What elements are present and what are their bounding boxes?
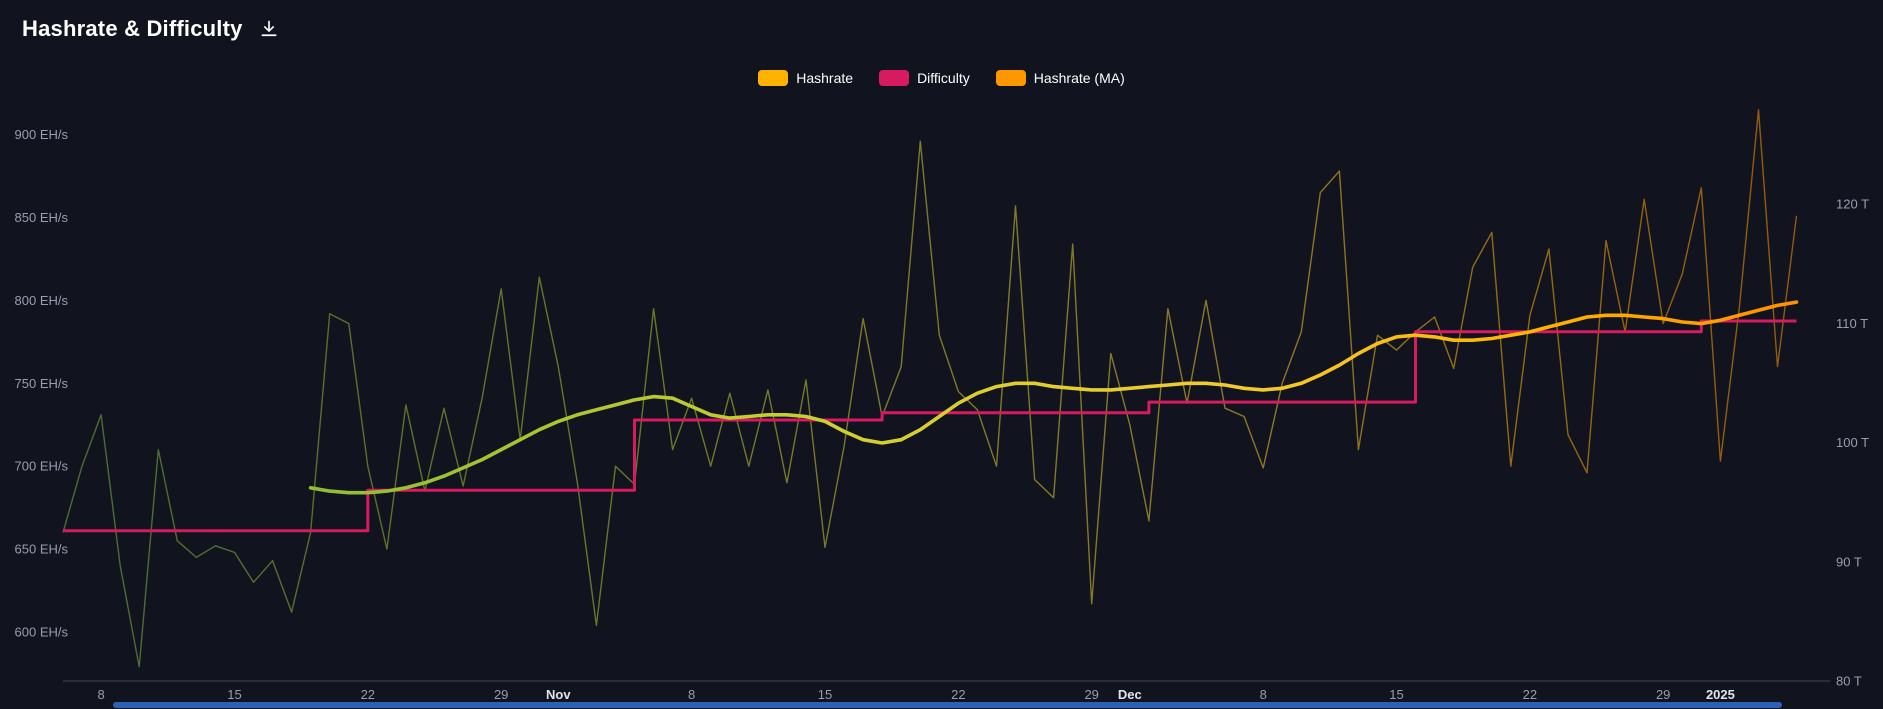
y-axis-label-left: 900 EH/s	[15, 127, 69, 142]
x-axis-label: 2025	[1706, 687, 1735, 702]
legend: Hashrate Difficulty Hashrate (MA)	[0, 70, 1883, 86]
y-axis-label-right: 120 T	[1836, 197, 1869, 212]
y-axis-label-left: 650 EH/s	[15, 542, 69, 557]
x-axis-label: 15	[227, 687, 241, 702]
y-axis-label-left: 700 EH/s	[15, 459, 69, 474]
hashrate-line	[62, 109, 1798, 668]
x-axis-label: 8	[97, 687, 104, 702]
download-icon	[261, 20, 277, 37]
x-axis-label: 29	[1656, 687, 1670, 702]
x-axis-label: 8	[688, 687, 695, 702]
y-axis-label-right: 80 T	[1836, 674, 1862, 689]
legend-label: Hashrate	[796, 70, 854, 86]
legend-item-difficulty[interactable]: Difficulty	[879, 70, 970, 86]
legend-item-hashrate-ma[interactable]: Hashrate (MA)	[995, 70, 1125, 86]
x-axis-label: 22	[361, 687, 375, 702]
y-axis-label-right: 110 T	[1836, 316, 1868, 331]
y-axis-label-left: 800 EH/s	[15, 293, 69, 308]
legend-swatch	[879, 70, 910, 86]
x-axis-label: 22	[1523, 687, 1537, 702]
download-button[interactable]	[257, 17, 281, 41]
legend-swatch	[995, 70, 1026, 86]
hashrate-ma-line	[308, 300, 1799, 495]
y-axis-label-right: 90 T	[1836, 554, 1862, 569]
legend-label: Difficulty	[917, 70, 970, 86]
y-axis-label-left: 850 EH/s	[15, 210, 69, 225]
x-axis-label: 8	[1260, 687, 1267, 702]
legend-swatch	[758, 70, 789, 86]
page-title: Hashrate & Difficulty	[22, 16, 243, 41]
legend-item-hashrate[interactable]: Hashrate	[758, 70, 853, 86]
legend-label: Hashrate (MA)	[1033, 70, 1125, 86]
y-axis-label-left: 750 EH/s	[15, 376, 69, 391]
x-axis-label: 29	[494, 687, 508, 702]
x-axis-label: 15	[1389, 687, 1403, 702]
x-axis-label: Dec	[1118, 687, 1142, 702]
y-axis-label-left: 600 EH/s	[15, 625, 69, 640]
y-axis-label-right: 100 T	[1836, 435, 1869, 450]
x-axis-label: 22	[951, 687, 965, 702]
x-axis-label: 29	[1084, 687, 1098, 702]
x-axis-label: 15	[818, 687, 832, 702]
difficulty-line	[63, 319, 1797, 533]
chart-header: Hashrate & Difficulty	[22, 16, 281, 42]
horizontal-scrollbar[interactable]	[113, 702, 1782, 708]
x-axis-label: Nov	[546, 687, 571, 702]
